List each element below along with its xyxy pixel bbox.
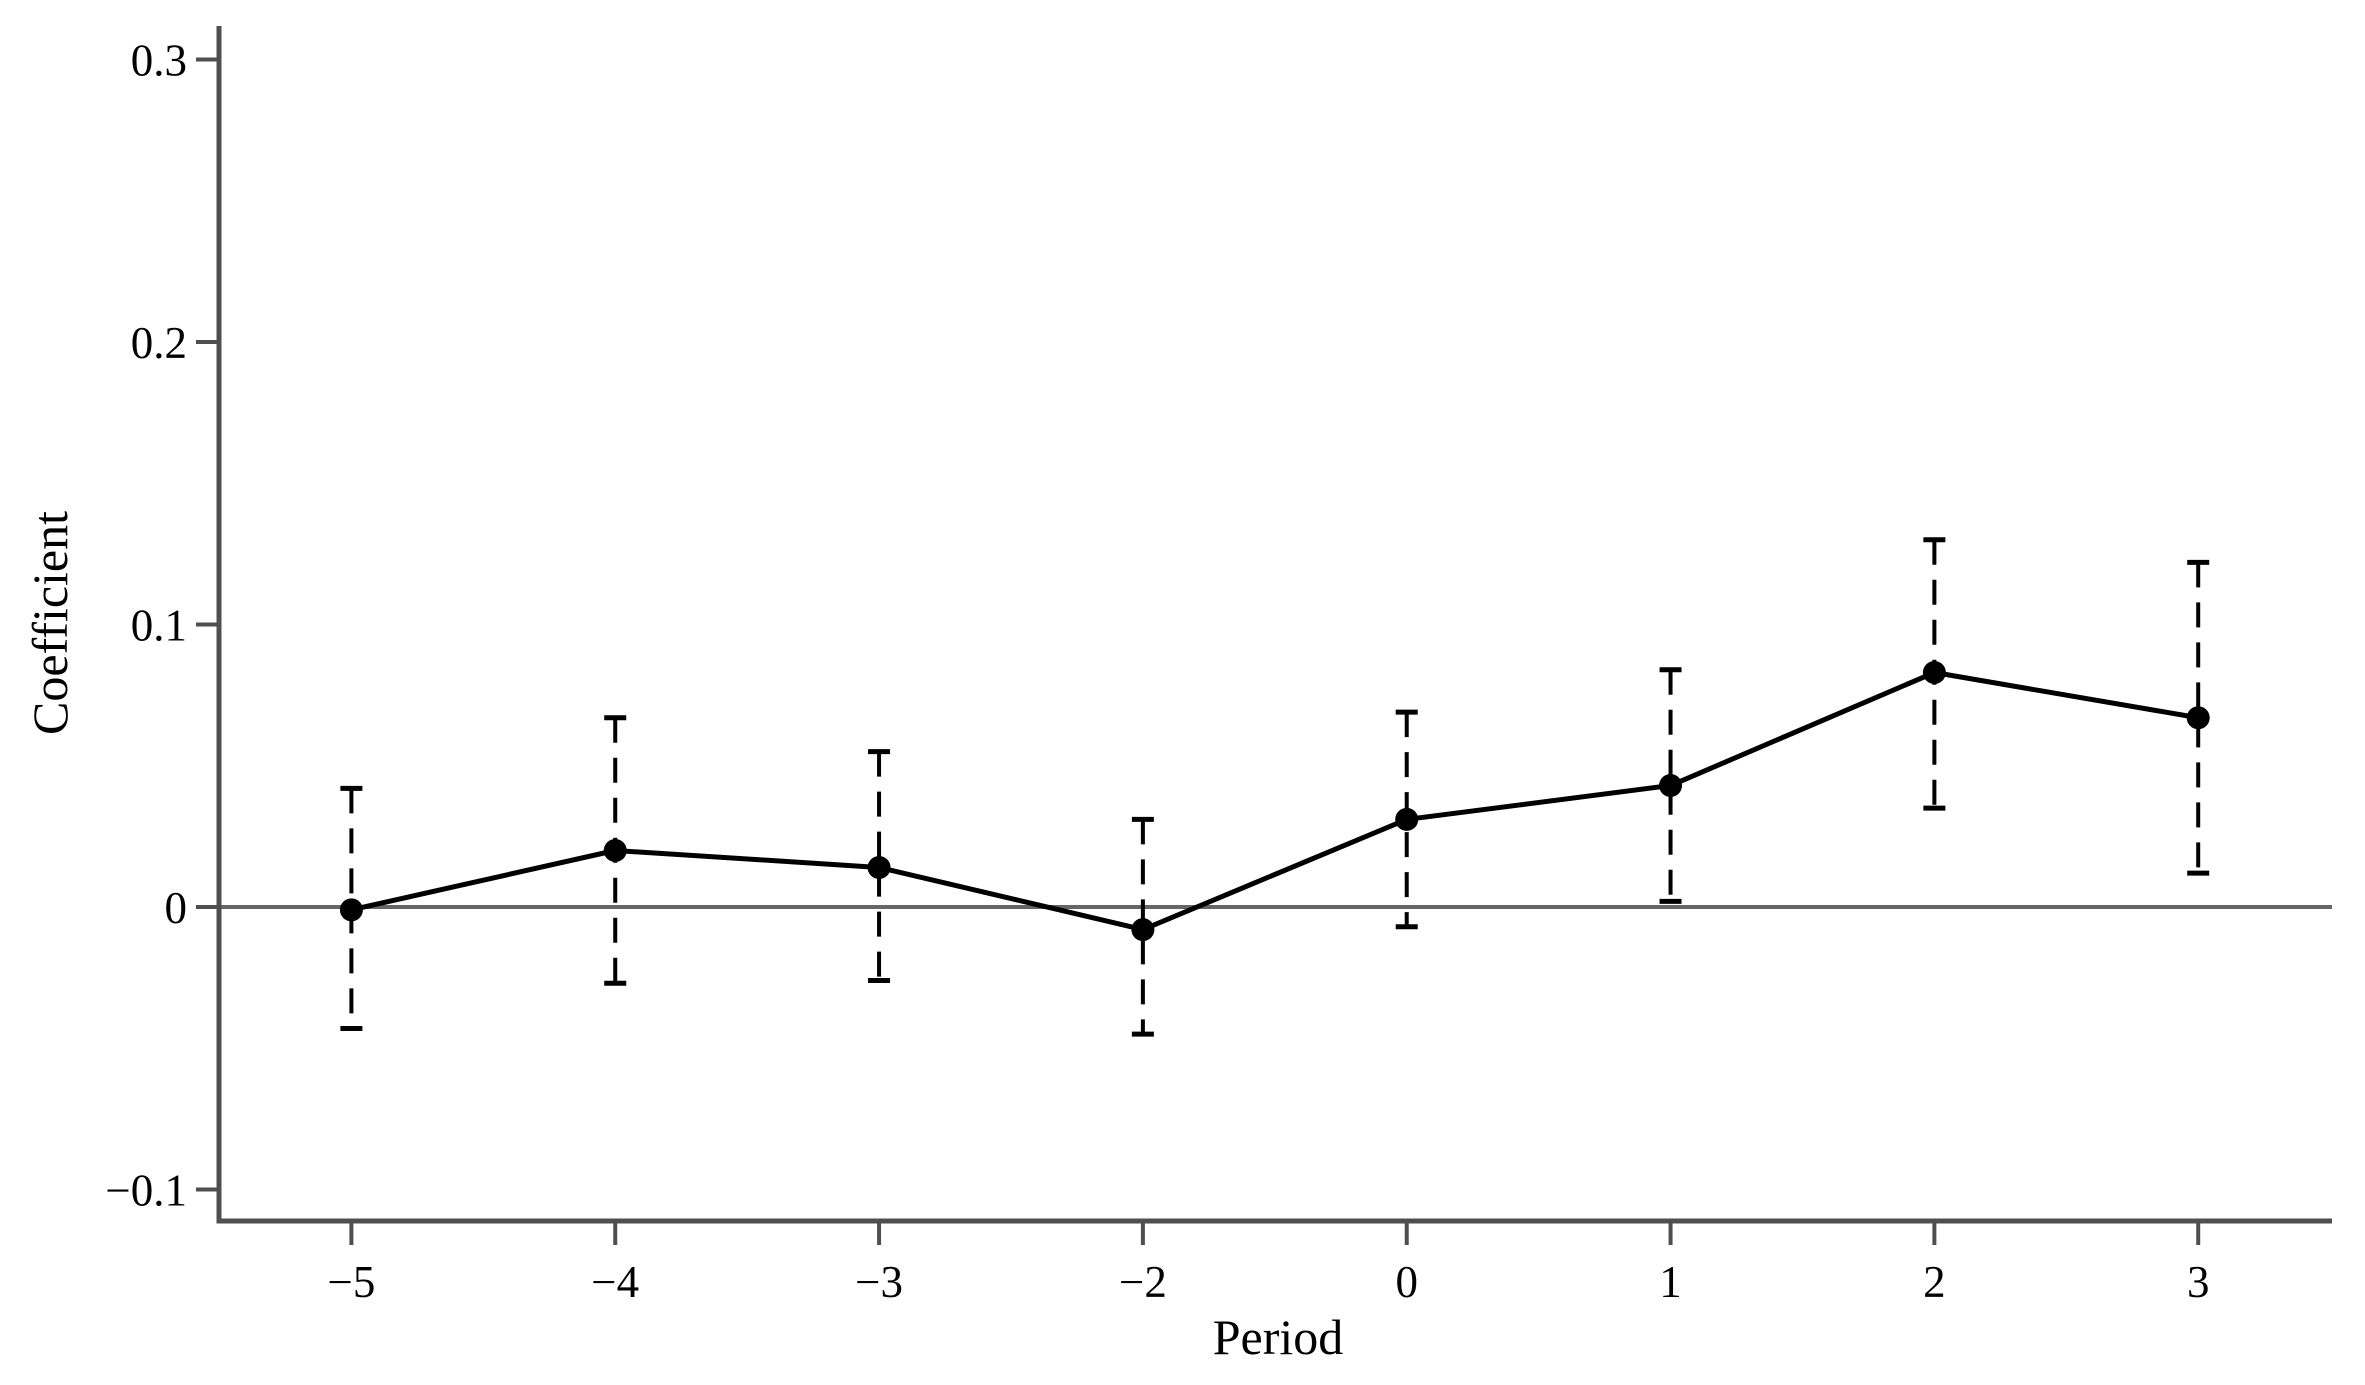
data-point (1395, 807, 1419, 831)
y-axis-title: Coefficient (22, 511, 78, 735)
x-tick-label: 3 (2187, 1257, 2210, 1307)
x-tick-label: 2 (1923, 1257, 1946, 1307)
y-tick-label: 0.1 (131, 601, 187, 651)
y-tick-label: −0.1 (105, 1166, 187, 1216)
data-point (1131, 918, 1155, 942)
x-axis-title: Period (1213, 1309, 1344, 1365)
plot-generated-content: −0.1 0 0.1 0.2 0.3 −5 −4 −3 −2 0 1 2 3 (105, 26, 2332, 1307)
data-point (2186, 706, 2210, 730)
x-tick-label: −3 (855, 1257, 903, 1307)
data-point (1659, 774, 1683, 798)
y-tick-label: 0.2 (131, 318, 187, 368)
x-tick-label: −5 (327, 1257, 375, 1307)
x-tick-label: 0 (1395, 1257, 1418, 1307)
data-point (339, 898, 363, 922)
y-tick-label: 0 (165, 883, 188, 933)
x-tick-label: −2 (1119, 1257, 1167, 1307)
x-tick-label: 1 (1659, 1257, 1682, 1307)
data-point (867, 855, 891, 879)
series-line (348, 670, 2201, 933)
x-tick-label: −4 (591, 1257, 639, 1307)
y-tick-label: 0.3 (131, 36, 187, 86)
data-point (1922, 661, 1946, 685)
data-point (603, 839, 627, 862)
